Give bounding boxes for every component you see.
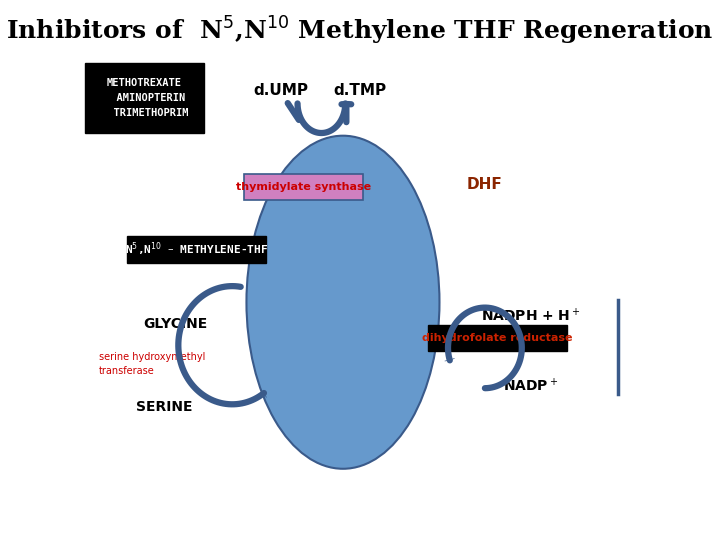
Text: N$^5$,N$^{10}$ – METHYLENE-THF: N$^5$,N$^{10}$ – METHYLENE-THF bbox=[125, 241, 269, 258]
Ellipse shape bbox=[246, 136, 439, 469]
FancyBboxPatch shape bbox=[127, 236, 266, 263]
Text: serine hydroxymethyl
transferase: serine hydroxymethyl transferase bbox=[99, 353, 205, 376]
Text: DHF: DHF bbox=[467, 177, 503, 192]
FancyBboxPatch shape bbox=[428, 325, 567, 350]
Text: METHOTREXATE
  AMINOPTERIN
  TRIMETHOPRIM: METHOTREXATE AMINOPTERIN TRIMETHOPRIM bbox=[101, 78, 188, 118]
Text: thymidylate synthase: thymidylate synthase bbox=[235, 183, 371, 192]
Text: Inhibitors of  N$^5$,N$^{10}$ Methylene THF Regeneration: Inhibitors of N$^5$,N$^{10}$ Methylene T… bbox=[6, 15, 714, 47]
Text: d.UMP: d.UMP bbox=[253, 83, 308, 98]
Text: SERINE: SERINE bbox=[136, 400, 192, 414]
FancyBboxPatch shape bbox=[243, 174, 363, 200]
Text: NADP$^+$: NADP$^+$ bbox=[503, 377, 558, 394]
FancyBboxPatch shape bbox=[85, 63, 204, 133]
Text: dihydrofolate reductase: dihydrofolate reductase bbox=[423, 333, 573, 343]
Text: d.TMP: d.TMP bbox=[333, 83, 387, 98]
Text: GLYCINE: GLYCINE bbox=[143, 317, 207, 330]
Text: NADPH + H$^+$: NADPH + H$^+$ bbox=[480, 307, 580, 325]
